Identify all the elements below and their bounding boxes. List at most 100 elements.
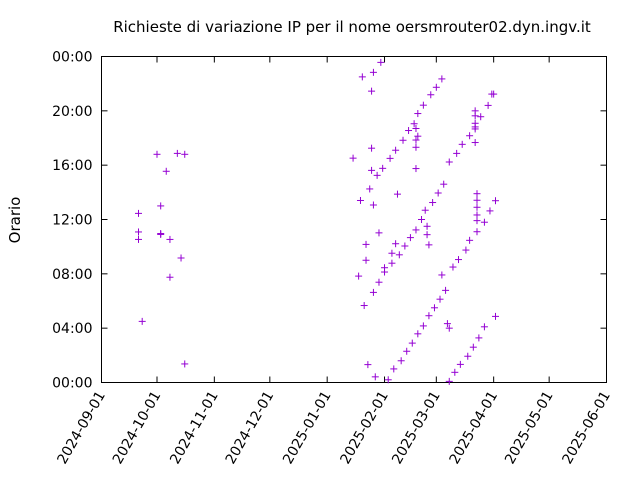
data-point (392, 146, 400, 154)
data-points (134, 58, 500, 385)
data-point (405, 127, 413, 135)
data-point (384, 376, 392, 384)
data-point (386, 154, 394, 162)
data-point (453, 149, 461, 157)
data-point (473, 203, 481, 211)
data-point (449, 263, 457, 271)
data-point (388, 249, 396, 257)
y-axis: 00:00 04:00 08:00 12:00 16:00 20:00 00:00 (52, 50, 607, 392)
data-point (375, 229, 383, 237)
data-point (480, 218, 488, 226)
data-point (177, 254, 185, 262)
data-point (412, 226, 420, 234)
data-point (445, 324, 453, 332)
data-point (436, 295, 444, 303)
x-tick-label: 2024-10-01 (110, 389, 165, 467)
x-tick-label: 2025-06-01 (559, 389, 614, 467)
data-point (369, 68, 377, 76)
data-point (381, 268, 389, 276)
data-point (473, 217, 481, 225)
y-tick-label: 12:00 (52, 213, 92, 229)
data-point (490, 90, 498, 98)
data-point (371, 373, 379, 381)
data-point (368, 166, 376, 174)
data-point (492, 312, 500, 320)
data-point (355, 272, 363, 280)
data-point (419, 322, 427, 330)
data-point (364, 361, 372, 369)
data-point (477, 113, 485, 121)
data-point (392, 240, 400, 248)
data-point (399, 136, 407, 144)
data-point (418, 216, 426, 223)
data-point (401, 242, 409, 250)
data-point (471, 112, 479, 120)
data-point (434, 189, 442, 197)
data-point (358, 73, 366, 81)
data-point (366, 185, 374, 193)
y-axis-label: Orario (6, 197, 24, 244)
data-point (473, 196, 481, 204)
y-tick-label: 08:00 (52, 267, 92, 283)
data-point (166, 273, 174, 281)
data-point (466, 236, 474, 244)
data-point (462, 246, 470, 254)
data-point (181, 360, 189, 368)
data-point (406, 234, 414, 242)
data-point (430, 304, 438, 312)
data-point (423, 222, 431, 230)
data-point (443, 320, 451, 328)
data-point (451, 368, 459, 376)
x-tick-label: 2025-03-01 (389, 389, 444, 467)
data-point (369, 201, 377, 209)
data-point (395, 251, 403, 259)
data-point (138, 317, 146, 325)
x-tick-label: 2025-04-01 (447, 389, 502, 467)
data-point (388, 259, 396, 267)
data-point (134, 235, 142, 243)
data-point (377, 58, 385, 66)
data-point (412, 143, 420, 151)
data-point (466, 132, 474, 140)
data-point (421, 206, 429, 214)
x-tick-label: 2025-05-01 (502, 389, 557, 467)
data-point (134, 228, 142, 236)
data-point (473, 228, 481, 236)
data-point (408, 339, 416, 347)
data-point (356, 196, 364, 204)
data-point (368, 87, 376, 95)
data-point (181, 150, 189, 158)
y-tick-label: 20:00 (52, 104, 92, 120)
data-point (480, 323, 488, 331)
data-point (423, 231, 431, 239)
y-tick-label: 00:00 (52, 376, 92, 392)
data-point (445, 377, 453, 385)
data-point (442, 286, 450, 294)
data-point (469, 343, 477, 351)
y-tick-label: 04:00 (52, 321, 92, 337)
x-tick-label: 2025-01-01 (280, 389, 335, 467)
data-point (486, 207, 494, 215)
data-point (414, 110, 422, 118)
x-axis: 2024-09-01 2024-10-01 2024-11-01 2024-12-01… (54, 56, 614, 467)
data-point (157, 230, 165, 238)
data-point (397, 357, 405, 365)
data-point (362, 256, 370, 264)
data-point (475, 334, 483, 342)
data-point (368, 144, 376, 152)
data-point (153, 150, 161, 158)
data-point (492, 197, 500, 205)
data-point (362, 240, 370, 248)
data-point (425, 312, 433, 320)
data-point (471, 139, 479, 147)
x-tick-label: 2025-02-01 (337, 389, 392, 467)
data-point (349, 154, 357, 162)
data-point (157, 202, 165, 210)
data-point (375, 278, 383, 286)
data-point (427, 91, 435, 99)
data-point (464, 352, 472, 360)
data-point (419, 101, 427, 109)
data-point (360, 302, 368, 310)
y-tick-label: 16:00 (52, 158, 92, 174)
